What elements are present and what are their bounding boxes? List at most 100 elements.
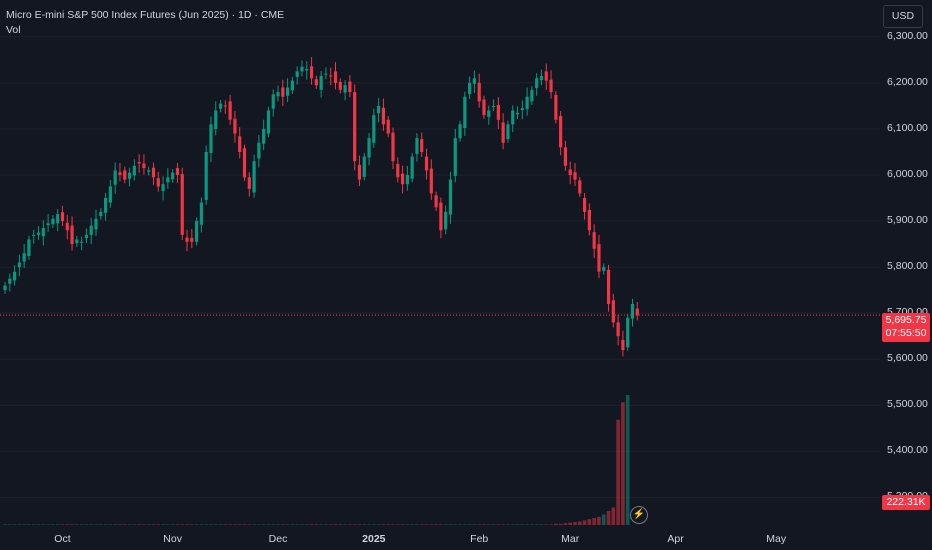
candle-body (242, 148, 247, 178)
candle-body (32, 234, 36, 236)
volume-bar (266, 524, 271, 525)
candle-body (602, 267, 606, 271)
candle-body (525, 96, 529, 110)
candle-body (22, 253, 26, 262)
volume-bar (185, 524, 189, 525)
candle-body (305, 69, 309, 71)
candle-body (559, 116, 563, 148)
currency-button[interactable]: USD (883, 5, 923, 28)
candle-body (89, 225, 93, 235)
price-chart[interactable] (0, 0, 880, 525)
candle-body (238, 136, 242, 152)
price-tick-label: 5,600.00 (887, 352, 928, 365)
volume-bar (94, 524, 98, 525)
lightning-icon[interactable]: ⚡ (630, 506, 648, 524)
candle-body (151, 167, 156, 178)
time-axis[interactable] (0, 525, 880, 550)
candle-body (27, 239, 31, 257)
volume-bar (606, 510, 611, 525)
candle-body (195, 221, 199, 242)
volume-bar (17, 524, 22, 525)
candle-body (324, 73, 328, 75)
volume-bar (501, 524, 505, 525)
candle-body (171, 172, 175, 180)
time-tick-label: Mar (561, 533, 580, 545)
candle-body (142, 163, 146, 169)
volume-bar (486, 524, 491, 525)
candle-body (448, 179, 453, 215)
candle-body (185, 237, 189, 242)
candle-body (362, 156, 366, 177)
candle-body (501, 122, 505, 143)
candle-body (343, 85, 347, 93)
volume-bar (616, 419, 620, 525)
candle-body (36, 232, 41, 235)
candle-body (118, 172, 122, 175)
candle-body (286, 87, 290, 96)
candle-body (391, 132, 395, 162)
volume-bar (237, 524, 242, 525)
candle-body (51, 218, 55, 225)
volume-bar (295, 524, 299, 525)
candle-body (372, 115, 376, 143)
candle-body (319, 75, 323, 90)
price-tick-label: 6,000.00 (887, 168, 928, 180)
volume-bar (7, 524, 12, 525)
volume-bar (223, 524, 228, 525)
candle-body (511, 110, 515, 125)
volume-bar (429, 524, 434, 525)
candle-body (175, 168, 180, 175)
candle-body (530, 89, 534, 102)
volume-bar (89, 524, 94, 525)
volume-bar (122, 524, 127, 525)
volume-bar (41, 524, 46, 525)
candle-body (429, 168, 433, 194)
candle-body (468, 82, 472, 94)
volume-bar (113, 524, 117, 525)
candle-body (463, 96, 467, 129)
candle-body (377, 105, 381, 114)
volume-bar (376, 524, 381, 525)
volume-bar (338, 524, 343, 525)
volume-bar (621, 402, 625, 525)
candle-body (568, 169, 572, 175)
volume-bar (463, 524, 467, 525)
symbol-title: Micro E-mini S&P 500 Index Futures (Jun … (6, 9, 285, 21)
volume-bar (563, 523, 568, 525)
volume-bar (405, 524, 410, 525)
candle-body (300, 66, 304, 72)
candle-body (592, 232, 596, 249)
volume-bar (257, 524, 261, 525)
volume-bar (103, 524, 108, 525)
volume-bar (434, 524, 438, 525)
candle-body (262, 128, 266, 144)
candle-body (405, 175, 409, 185)
volume-bar (367, 524, 371, 525)
volume-bar (549, 524, 553, 525)
volume-bar (281, 524, 285, 525)
volume-bar (362, 524, 367, 525)
candle-body (477, 82, 481, 102)
candle-body (333, 71, 338, 83)
volume-bar (180, 524, 185, 525)
volume-bar (132, 524, 137, 525)
candle-body (94, 218, 98, 230)
volume-bar (558, 523, 563, 525)
volume-bar (587, 519, 592, 525)
volume-bar (228, 524, 232, 525)
candle-body (439, 202, 443, 231)
chart-legend: Micro E-mini S&P 500 Index Futures (Jun … (6, 9, 284, 36)
volume-bar (261, 524, 266, 525)
candle-body (630, 303, 635, 319)
candle-body (535, 78, 539, 88)
volume-bar (70, 524, 74, 525)
volume-bar (419, 524, 424, 525)
candle-body (276, 92, 280, 97)
candle-body (506, 124, 510, 140)
volume-bar (573, 522, 577, 525)
volume-bar (271, 524, 276, 525)
candle-body (295, 71, 299, 77)
candle-body (367, 138, 371, 158)
volume-bar (597, 516, 601, 525)
volume-bar (453, 524, 458, 525)
